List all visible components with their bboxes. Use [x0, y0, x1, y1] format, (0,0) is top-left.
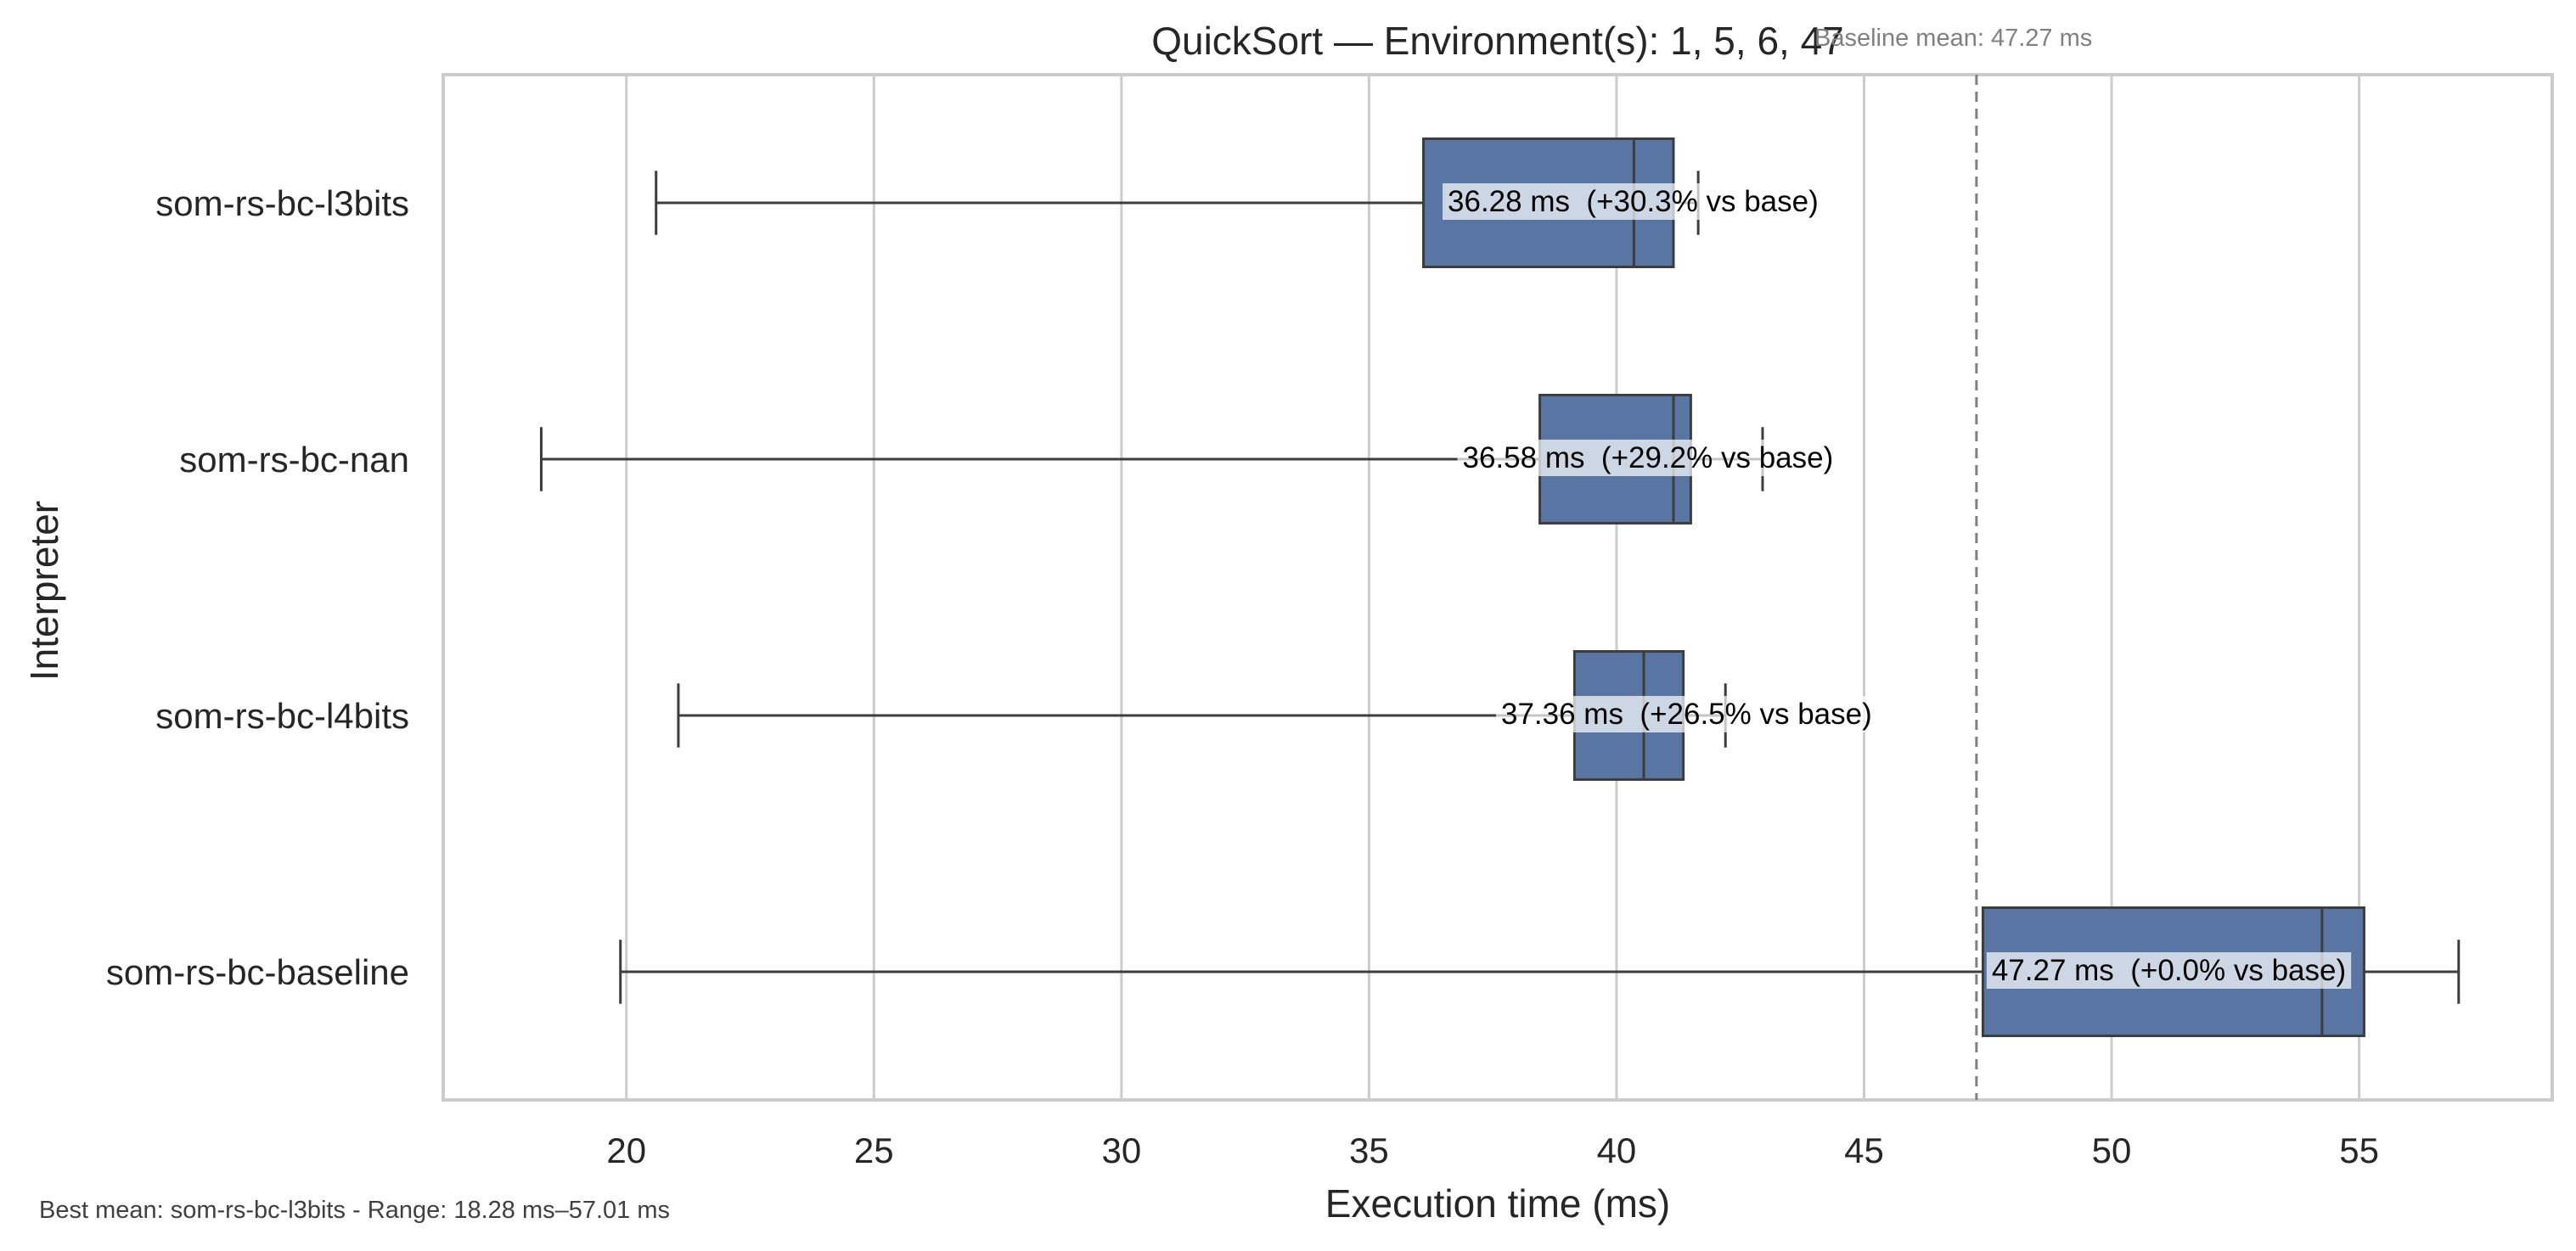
y-axis-title: Interpreter: [22, 501, 66, 681]
x-axis-title: Execution time (ms): [1325, 1181, 1670, 1226]
x-ticks: 20 25 30 35 40 45 50 55: [606, 1130, 2379, 1170]
y-tick-label: som-rs-bc-l3bits: [155, 183, 409, 223]
mean-annotation: 36.58 ms (+29.2% vs base): [1457, 440, 1839, 476]
mean-annotations: 36.28 ms (+30.3% vs base) 36.58 ms (+29.2…: [1443, 183, 2352, 989]
y-tick-label: som-rs-bc-l4bits: [155, 696, 409, 736]
x-tick-label: 25: [854, 1130, 894, 1170]
mean-annotation-text: 37.36 ms (+26.5% vs base): [1501, 698, 1872, 731]
mean-annotation: 36.28 ms (+30.3% vs base): [1443, 183, 1824, 220]
annotation-background: [1986, 952, 2352, 989]
mean-annotation-text: 36.28 ms (+30.3% vs base): [1448, 185, 1819, 218]
y-ticks: som-rs-bc-l3bits som-rs-bc-nan som-rs-bc-l…: [106, 183, 409, 992]
annotation-background: [1496, 696, 1877, 732]
mean-annotation-text: 36.58 ms (+29.2% vs base): [1463, 441, 1834, 474]
y-tick-label: som-rs-bc-nan: [179, 440, 409, 480]
x-tick-label: 55: [2339, 1130, 2379, 1170]
y-tick-label: som-rs-bc-baseline: [106, 952, 409, 992]
x-tick-label: 20: [606, 1130, 646, 1170]
mean-annotation: 47.27 ms (+0.0% vs base): [1986, 952, 2352, 989]
x-tick-label: 50: [2092, 1130, 2132, 1170]
mean-annotation-text: 47.27 ms (+0.0% vs base): [1992, 954, 2346, 987]
x-tick-label: 35: [1349, 1130, 1389, 1170]
x-tick-label: 40: [1597, 1130, 1637, 1170]
mean-annotation: 37.36 ms (+26.5% vs base): [1496, 696, 1877, 732]
chart-title: QuickSort — Environment(s): 1, 5, 6, 47: [1151, 19, 1844, 63]
annotation-background: [1457, 440, 1839, 476]
baseline-label: Baseline mean: 47.27 ms: [1814, 25, 2092, 52]
box-plots: [539, 137, 2461, 1037]
plot-frame: [442, 73, 2554, 1102]
x-tick-label: 30: [1101, 1130, 1141, 1170]
x-tick-label: 45: [1844, 1130, 1884, 1170]
footer-note: Best mean: som-rs-bc-l3bits - Range: 18.…: [39, 1197, 670, 1224]
annotation-background: [1443, 183, 1824, 220]
